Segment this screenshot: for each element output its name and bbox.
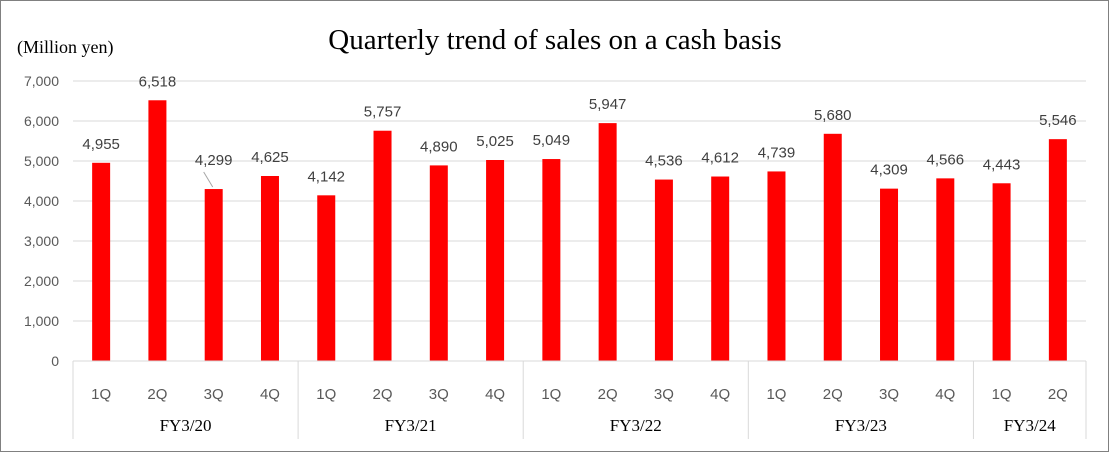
- bar: [542, 159, 561, 361]
- x-tick-label: 3Q: [654, 386, 674, 403]
- x-tick-label: 4Q: [710, 386, 730, 403]
- x-tick-label: 3Q: [204, 386, 224, 403]
- bar: [204, 189, 223, 361]
- bar: [486, 160, 505, 361]
- bar: [1048, 139, 1067, 361]
- data-label: 4,612: [701, 150, 739, 167]
- bar: [880, 188, 899, 361]
- x-tick-label: 1Q: [91, 386, 111, 403]
- bar: [654, 179, 673, 361]
- bar: [767, 171, 786, 361]
- data-label: 5,947: [589, 96, 627, 113]
- data-label: 5,025: [476, 133, 514, 150]
- group-label: FY3/22: [610, 416, 662, 435]
- bar: [92, 162, 111, 361]
- y-tick-label: 0: [51, 353, 59, 369]
- data-label: 4,536: [645, 153, 683, 170]
- x-tick-label: 4Q: [935, 386, 955, 403]
- y-tick-label: 3,000: [24, 233, 59, 249]
- group-label: FY3/24: [1004, 416, 1056, 435]
- y-tick-label: 7,000: [24, 73, 59, 89]
- data-label: 4,443: [983, 156, 1021, 173]
- x-tick-label: 1Q: [541, 386, 561, 403]
- data-label: 5,546: [1039, 112, 1077, 129]
- bar: [429, 165, 448, 361]
- y-tick-label: 1,000: [24, 313, 59, 329]
- group-label: FY3/20: [160, 416, 212, 435]
- chart-title: Quarterly trend of sales on a cash basis: [328, 24, 781, 56]
- bar: [373, 130, 392, 361]
- data-label: 5,680: [814, 107, 852, 124]
- x-tick-label: 3Q: [429, 386, 449, 403]
- x-tick-label: 3Q: [879, 386, 899, 403]
- bar: [992, 183, 1011, 361]
- bar: [260, 176, 279, 361]
- y-tick-label: 2,000: [24, 273, 59, 289]
- data-label: 4,739: [758, 144, 796, 161]
- data-label: 4,955: [82, 136, 120, 153]
- data-label: 4,142: [307, 168, 345, 185]
- bar: [711, 176, 730, 361]
- x-tick-label: 4Q: [260, 386, 280, 403]
- data-label: 4,299: [195, 152, 233, 169]
- x-tick-label: 1Q: [766, 386, 786, 403]
- group-label: FY3/23: [835, 416, 887, 435]
- group-label: FY3/21: [385, 416, 437, 435]
- x-tick-label: 1Q: [992, 386, 1012, 403]
- data-label: 4,890: [420, 138, 458, 155]
- data-label-leader: [203, 171, 214, 188]
- data-label: 4,309: [870, 162, 908, 179]
- bar: [148, 100, 167, 361]
- x-tick-label: 4Q: [485, 386, 505, 403]
- y-axis-unit-label: (Million yen): [17, 37, 114, 58]
- x-tick-label: 2Q: [598, 386, 618, 403]
- y-tick-label: 6,000: [24, 113, 59, 129]
- data-label: 6,518: [139, 73, 177, 90]
- data-label: 4,566: [927, 151, 965, 168]
- x-tick-label: 2Q: [1048, 386, 1068, 403]
- x-tick-label: 2Q: [373, 386, 393, 403]
- x-tick-label: 1Q: [316, 386, 336, 403]
- x-tick-label: 2Q: [147, 386, 167, 403]
- y-tick-label: 4,000: [24, 193, 59, 209]
- data-label: 5,757: [364, 104, 402, 121]
- bar: [598, 123, 617, 362]
- bar: [936, 178, 955, 361]
- bar: [823, 133, 842, 361]
- x-tick-label: 2Q: [823, 386, 843, 403]
- data-label: 4,625: [251, 149, 289, 166]
- y-tick-label: 5,000: [24, 153, 59, 169]
- bar: [317, 195, 336, 361]
- data-label: 5,049: [533, 132, 571, 149]
